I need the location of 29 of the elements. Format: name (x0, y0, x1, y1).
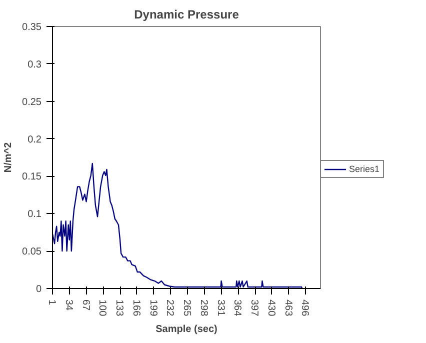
y-tick-label: 0.1 (28, 209, 42, 220)
x-tick-label: 67 (80, 300, 91, 312)
y-tick-label: 0.05 (22, 246, 42, 258)
x-tick-label: 331 (214, 300, 226, 317)
x-tick-label: 265 (181, 300, 192, 317)
x-tick-label: 166 (130, 300, 142, 317)
x-tick-label: 463 (282, 300, 294, 317)
y-tick-label: 0.2 (28, 134, 42, 146)
x-tick-label: 496 (299, 300, 310, 317)
y-tick-label: 0 (36, 284, 42, 295)
x-tick-label: 100 (96, 300, 108, 317)
x-tick-label: 364 (232, 300, 243, 317)
x-tick-label: 397 (248, 300, 260, 317)
x-tick-label: 298 (198, 300, 209, 317)
x-tick-label: 199 (147, 300, 158, 317)
x-tick-label: 133 (114, 300, 125, 317)
y-axis-title: N/m^2 (3, 142, 14, 173)
x-axis-title: Sample (sec) (156, 324, 218, 336)
x-tick-label: 232 (164, 300, 176, 317)
x-tick-label: 34 (62, 300, 74, 312)
x-tick-label: 1 (46, 300, 57, 306)
y-tick-label: 0.25 (22, 96, 42, 108)
y-tick-label: 0.35 (22, 22, 42, 33)
line-series (52, 162, 303, 288)
legend-label: Series1 (349, 164, 380, 174)
x-tick-label: 430 (265, 300, 276, 317)
chart-title: Dynamic Pressure (134, 8, 240, 22)
y-tick-label: 0.3 (28, 59, 42, 70)
y-tick-label: 0.15 (22, 172, 42, 183)
